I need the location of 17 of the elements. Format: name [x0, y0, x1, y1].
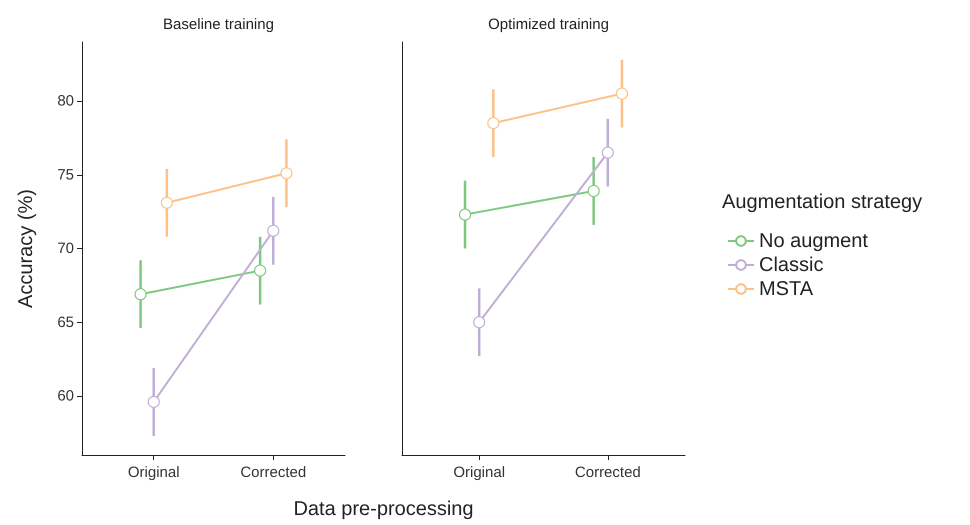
chart-title: Optimized training [488, 16, 609, 33]
legend-title: Augmentation strategy [722, 191, 922, 213]
y-tick-label: 65 [57, 314, 74, 331]
legend-label: No augment [759, 230, 868, 252]
x-axis-title: Data pre-processing [292, 498, 475, 521]
y-tick-label: 80 [57, 92, 74, 110]
chart-title: Baseline training [163, 16, 274, 33]
y-tick-label: 60 [57, 388, 74, 404]
y-tick-label: 75 [57, 166, 74, 184]
x-tick-label: Corrected [240, 464, 306, 481]
x-tick-label: Original [128, 464, 180, 481]
x-tick-label: Corrected [574, 464, 641, 481]
legend-label: Classic [759, 254, 824, 276]
x-tick-label: Original [453, 464, 506, 481]
y-axis-title: Accuracy (%) [15, 189, 37, 308]
y-tick-label: 70 [57, 240, 74, 257]
legend-label: MSTA [759, 278, 814, 300]
